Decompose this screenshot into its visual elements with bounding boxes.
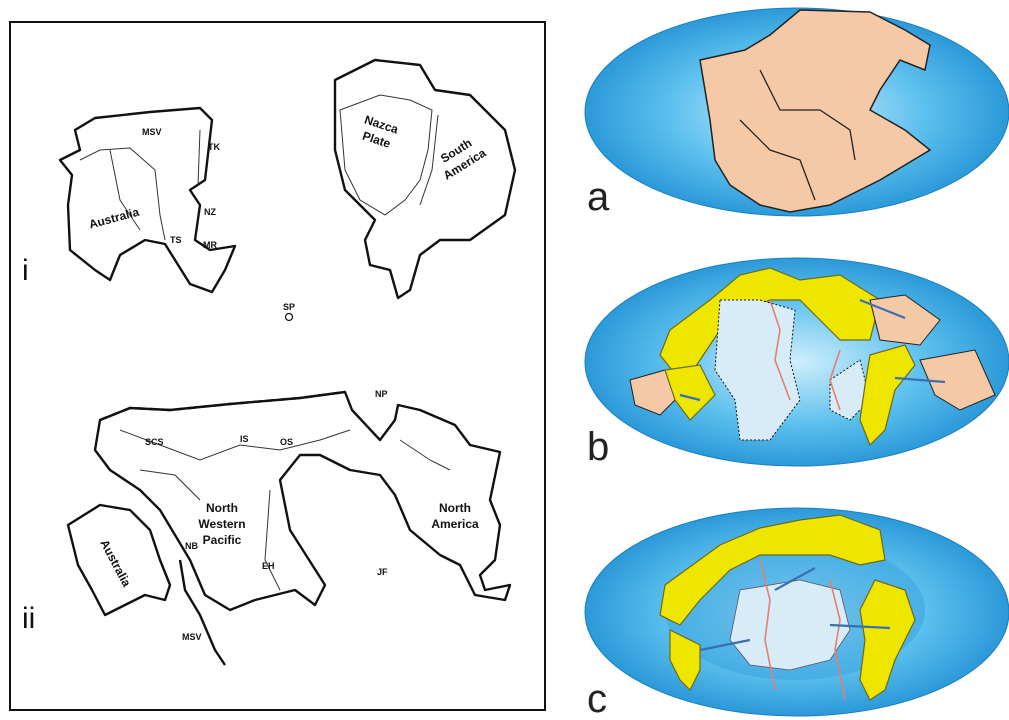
map-label: NP [375, 389, 388, 399]
globe-b: b [585, 258, 1009, 469]
panel-frame [10, 22, 545, 710]
map-label: EH [262, 561, 275, 571]
map-label: Western [198, 517, 245, 531]
globe-a: a [585, 8, 1009, 219]
map-label: IS [240, 434, 249, 444]
map-label: MSV [182, 632, 202, 642]
figure: i ii MSV TK Nazca Plate South America Au… [0, 0, 1009, 720]
panel-label: c [587, 677, 607, 720]
map-label: SP [283, 302, 295, 312]
map-label: NZ [204, 207, 216, 217]
map-label: North [206, 501, 238, 515]
map-label: JF [377, 567, 388, 577]
map-label: NB [185, 541, 198, 551]
map-label: America [431, 517, 479, 531]
map-label: SCS [145, 437, 164, 447]
map-label: MSV [142, 127, 162, 137]
map-label: Pacific [203, 533, 242, 547]
panel-label: b [587, 425, 609, 469]
map-label: OS [280, 437, 293, 447]
map-label: North [439, 501, 471, 515]
map-label: MR [203, 240, 217, 250]
panel-label: i [22, 254, 29, 287]
map-label: TS [170, 235, 182, 245]
panel-label: ii [22, 602, 35, 635]
map-label: TK [208, 142, 220, 152]
panel-label: a [587, 175, 610, 219]
globe-c: c [585, 508, 1009, 720]
page: { "left_panel": { "roman_labels": ["i", … [0, 0, 1009, 720]
